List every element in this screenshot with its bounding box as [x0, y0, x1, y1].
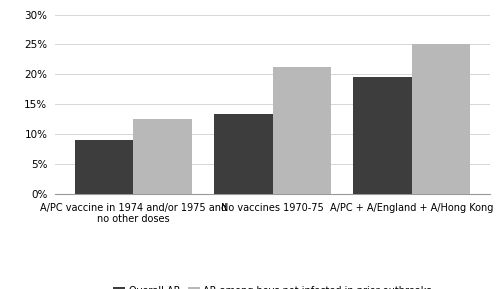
Bar	[75, 140, 134, 194]
Bar	[134, 119, 192, 194]
Bar	[214, 114, 272, 194]
Bar	[354, 77, 412, 194]
Bar	[272, 66, 331, 194]
Bar	[412, 45, 470, 194]
Legend: Overall AR, AR among boys not infected in prior outbreaks: Overall AR, AR among boys not infected i…	[109, 282, 436, 289]
